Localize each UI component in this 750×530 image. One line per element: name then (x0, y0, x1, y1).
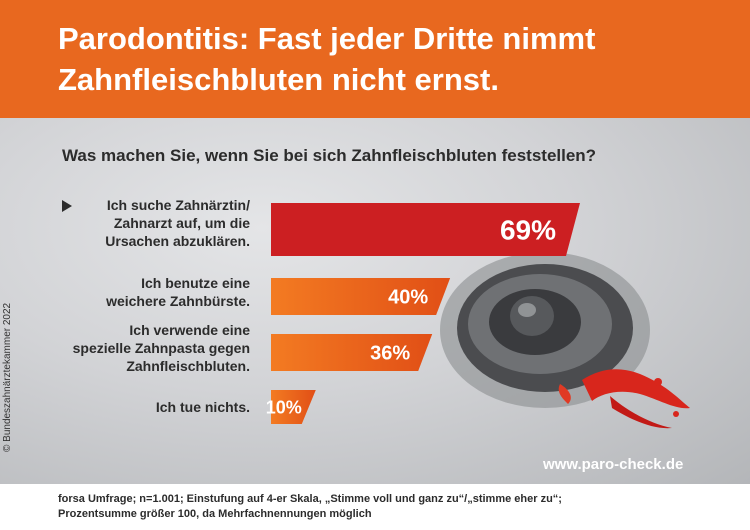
category-label-1-line-2: Zahnarzt auf, um die (114, 215, 250, 231)
bar-chart: 69% Ich suche Zahnärztin/Zahnarzt auf, um… (62, 197, 580, 424)
bar-3 (271, 334, 433, 371)
footer (0, 484, 750, 530)
category-label-1-line-3: Ursachen abzuklären. (105, 233, 250, 249)
copyright-credit: © Bundeszahnärztekammer 2022 (2, 302, 13, 452)
footnote-line-1: forsa Umfrage; n=1.001; Einstufung auf 4… (58, 493, 562, 505)
sink-drain-image (440, 252, 690, 429)
category-label-2-line-2: weichere Zahnbürste. (105, 293, 250, 309)
header-banner: Parodontitis: Fast jeder Dritte nimmt Za… (0, 0, 750, 118)
bar-1 (271, 203, 580, 256)
category-label-3-line-1: Ich verwende eine (129, 322, 250, 338)
survey-question: Was machen Sie, wenn Sie bei sich Zahnfl… (62, 146, 597, 165)
website-link[interactable]: www.paro-check.de (543, 456, 684, 473)
category-label-1-line-1: Ich suche Zahnärztin/ (107, 197, 250, 213)
value-label-2: 40% (388, 287, 428, 309)
value-label-1: 69% (500, 215, 556, 246)
category-label-3-line-2: spezielle Zahnpasta gegen (73, 340, 250, 356)
title-line-2: Zahnfleischbluten nicht ernst. (58, 62, 499, 97)
footnote-line-2: Prozentsumme größer 100, da Mehrfachnenn… (58, 508, 372, 520)
bar-2 (271, 278, 451, 315)
page-title: Parodontitis: Fast jeder Dritte nimmt Za… (58, 18, 738, 100)
bar-4 (271, 390, 316, 424)
highlight-marker-icon (62, 200, 72, 212)
title-line-1: Parodontitis: Fast jeder Dritte nimmt (58, 21, 596, 56)
category-label-4-line-1: Ich tue nichts. (156, 399, 250, 415)
value-label-4: 10% (266, 397, 302, 417)
category-label-3-line-3: Zahnfleischbluten. (126, 358, 250, 374)
category-label-2-line-1: Ich benutze eine (141, 275, 250, 291)
background-photo (0, 118, 750, 484)
value-label-3: 36% (370, 343, 410, 365)
